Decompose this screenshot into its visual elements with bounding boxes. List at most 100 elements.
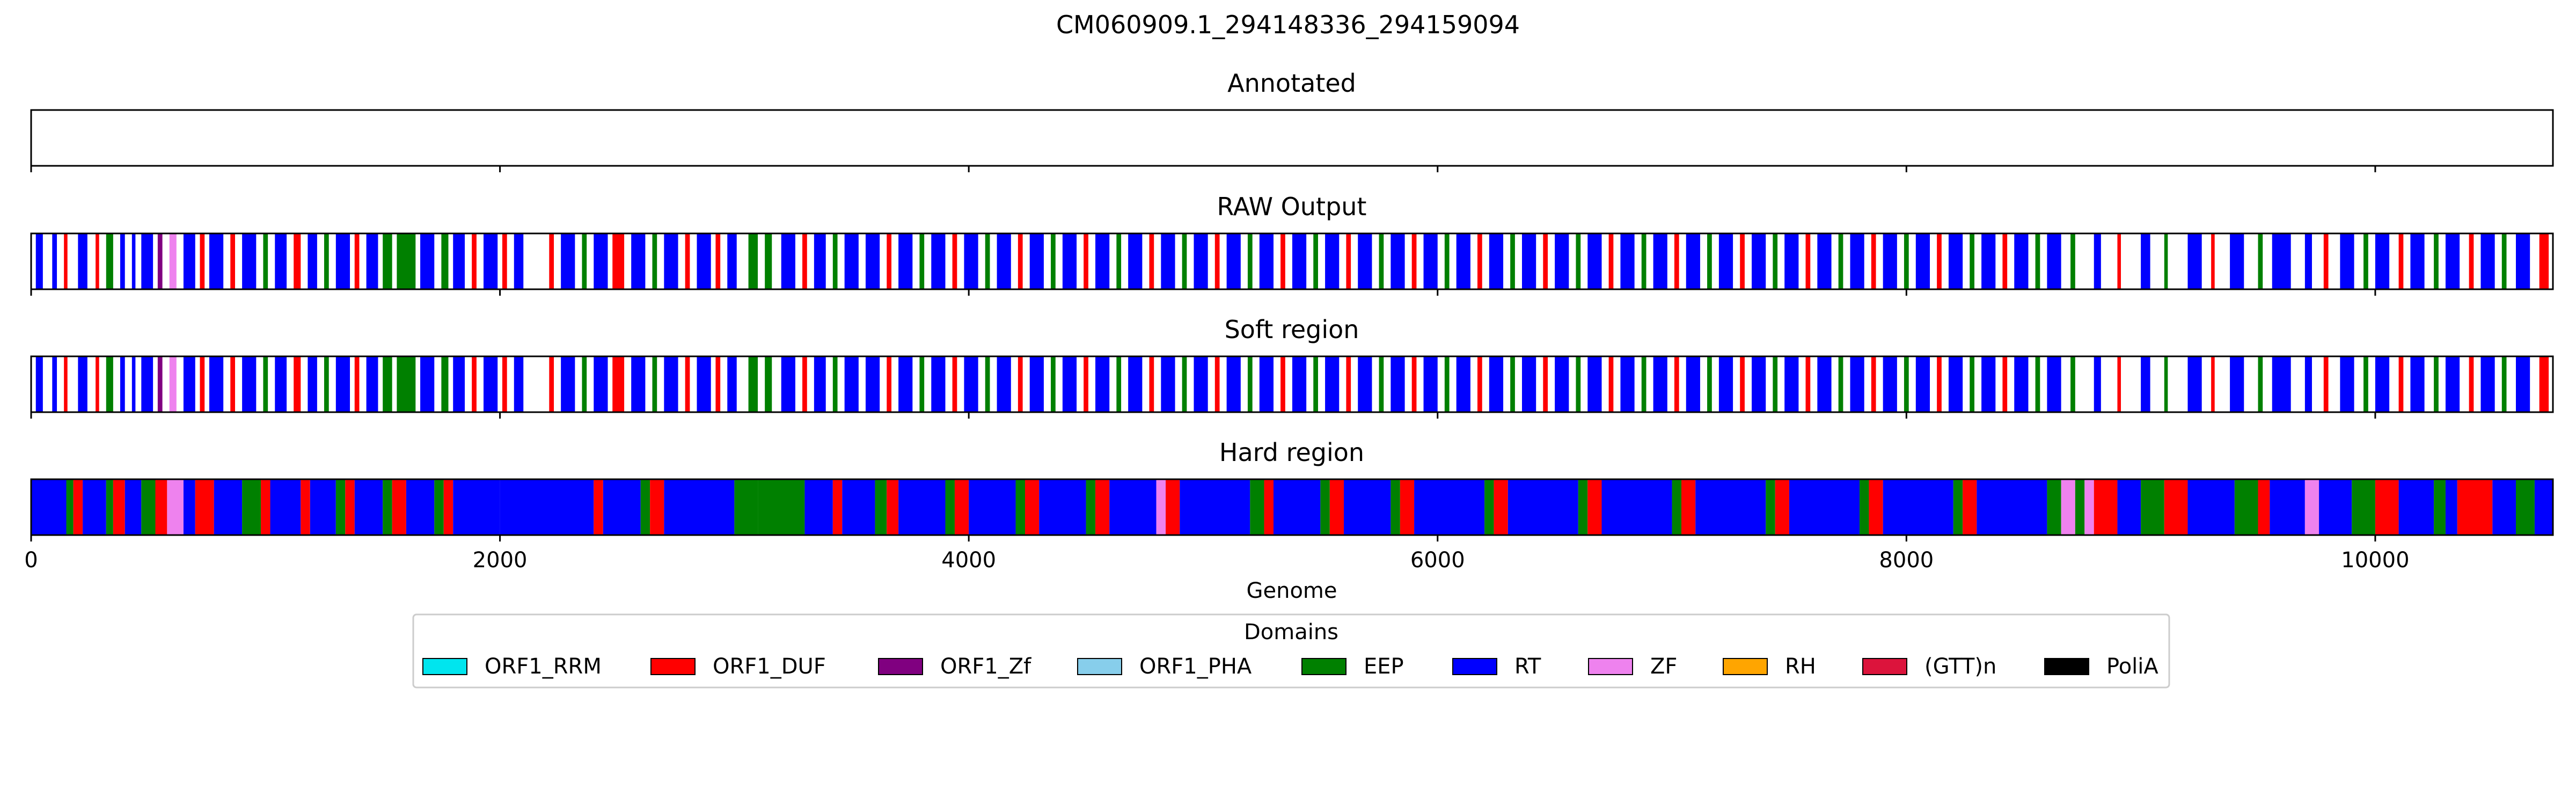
segment-bar xyxy=(64,233,68,289)
segment-bar xyxy=(1672,479,1682,535)
x-tick-label: 6000 xyxy=(1410,548,1465,573)
segment-bar xyxy=(685,233,690,289)
segment-bar xyxy=(1325,233,1340,289)
segment-bar xyxy=(1379,233,1384,289)
segment-bar xyxy=(1752,233,1766,289)
segment-bar xyxy=(96,233,99,289)
segment-bar xyxy=(954,479,969,535)
segment-bar xyxy=(345,479,355,535)
panel-title: Soft region xyxy=(1225,315,1359,344)
segment-bar xyxy=(1226,233,1241,289)
segment-bar xyxy=(1775,479,1789,535)
segment-bar xyxy=(1740,356,1745,412)
segment-bar xyxy=(2304,479,2319,535)
segment-bar xyxy=(2515,233,2530,289)
segment-bar xyxy=(230,356,236,412)
legend-item: EEP xyxy=(1301,654,1404,679)
segment-bar xyxy=(453,356,465,412)
segment-bar xyxy=(1411,356,1417,412)
segment-bar xyxy=(2258,356,2263,412)
segment-bar xyxy=(1883,479,1953,535)
segment-bar xyxy=(35,233,43,289)
segment-bar xyxy=(997,356,1011,412)
legend-item: RH xyxy=(1723,654,1816,679)
segment-bar xyxy=(2117,479,2141,535)
segment-bar xyxy=(814,356,826,412)
segment-bar xyxy=(1029,356,1044,412)
segment-bar xyxy=(952,356,957,412)
segment-bar xyxy=(397,356,416,412)
segment-bar xyxy=(1062,356,1077,412)
segment-bar xyxy=(354,479,383,535)
segment-bar xyxy=(1674,233,1679,289)
segment-bar xyxy=(1358,233,1372,289)
segment-bar xyxy=(1456,356,1470,412)
segment-bar xyxy=(2434,479,2446,535)
segment-bar xyxy=(155,479,167,535)
panel-title: Hard region xyxy=(1219,438,1364,467)
segment-bar xyxy=(2230,356,2244,412)
segment-bar xyxy=(1292,233,1307,289)
segment-bar xyxy=(2070,356,2075,412)
panel-2: Soft region xyxy=(30,315,2554,419)
segment-bar xyxy=(167,479,184,535)
segment-bar xyxy=(2164,356,2168,412)
segment-bar xyxy=(2070,233,2075,289)
segment-bar xyxy=(383,233,392,289)
segment-bar xyxy=(2515,356,2530,412)
segment-bar xyxy=(758,479,805,535)
segment-bar xyxy=(685,356,690,412)
segment-bar xyxy=(335,479,346,535)
segment-bar xyxy=(727,233,737,289)
legend-item: ORF1_DUF xyxy=(650,654,826,679)
segment-bar xyxy=(1869,479,1883,535)
segment-bar xyxy=(2094,356,2101,412)
segment-bar xyxy=(1653,356,1667,412)
segment-bar xyxy=(842,479,875,535)
segment-bar xyxy=(230,233,236,289)
segment-bar xyxy=(275,356,287,412)
segment-bar xyxy=(441,233,449,289)
segment-bar xyxy=(1344,479,1391,535)
segment-bar xyxy=(2014,233,2029,289)
segment-bar xyxy=(1773,233,1778,289)
segment-bar xyxy=(1161,356,1175,412)
segment-bar xyxy=(2304,233,2312,289)
segment-bar xyxy=(985,233,990,289)
segment-bar xyxy=(73,479,83,535)
panel-title: Annotated xyxy=(1227,69,1356,98)
segment-bar xyxy=(500,479,594,535)
segment-bar xyxy=(1620,233,1635,289)
segment-bar xyxy=(514,233,524,289)
segment-bar xyxy=(2164,479,2188,535)
segment-bar xyxy=(472,233,477,289)
segment-bar xyxy=(2258,233,2263,289)
segment-bar xyxy=(715,233,721,289)
panel-1: RAW Output xyxy=(30,192,2554,296)
segment-group xyxy=(35,233,2549,289)
segment-bar xyxy=(1718,233,1733,289)
segment-bar xyxy=(748,233,758,289)
segment-bar xyxy=(141,479,156,535)
segment-bar xyxy=(931,356,946,412)
legend-swatch xyxy=(1301,658,1346,675)
segment-bar xyxy=(392,479,406,535)
segment-bar xyxy=(865,356,880,412)
segment-bar xyxy=(2539,233,2549,289)
segment-bar xyxy=(1641,233,1646,289)
segment-bar xyxy=(1182,233,1187,289)
segment-bar xyxy=(2363,233,2368,289)
segment-bar xyxy=(561,356,575,412)
segment-bar xyxy=(1250,479,1264,535)
segment-bar xyxy=(214,479,243,535)
segment-bar xyxy=(106,356,113,412)
segment-bar xyxy=(383,479,392,535)
segment-bar xyxy=(1391,233,1405,289)
legend-item: PoliA xyxy=(2044,654,2158,679)
segment-bar xyxy=(1494,479,1508,535)
segment-bar xyxy=(1838,356,1843,412)
segment-bar xyxy=(420,356,435,412)
segment-bar xyxy=(2375,356,2390,412)
segment-bar xyxy=(2534,479,2553,535)
segment-bar xyxy=(715,356,721,412)
